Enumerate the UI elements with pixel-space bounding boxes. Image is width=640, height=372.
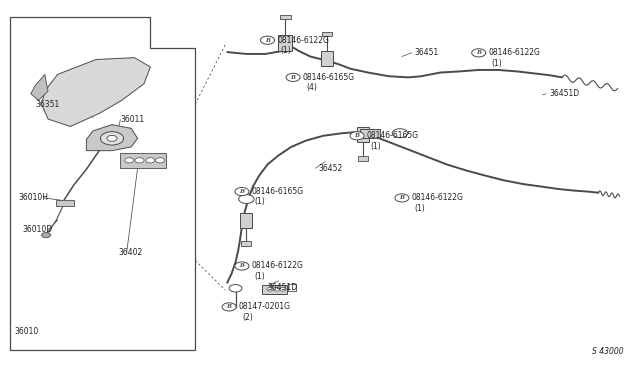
Text: 36010: 36010 — [14, 327, 38, 336]
Text: 08146-6165G: 08146-6165G — [367, 131, 419, 140]
Text: 08146-6122G: 08146-6122G — [252, 262, 303, 270]
Text: (4): (4) — [306, 83, 317, 92]
Circle shape — [273, 287, 280, 291]
Bar — [278, 35, 292, 51]
Text: 36010D: 36010D — [22, 225, 52, 234]
Circle shape — [229, 285, 242, 292]
Bar — [241, 241, 251, 246]
Text: (1): (1) — [492, 59, 502, 68]
Text: B: B — [239, 189, 244, 194]
Text: 08147-0201G: 08147-0201G — [239, 302, 291, 311]
Text: (1): (1) — [280, 46, 291, 55]
Text: B: B — [476, 50, 481, 55]
Circle shape — [107, 135, 117, 141]
Circle shape — [156, 158, 164, 163]
Text: (1): (1) — [255, 272, 266, 281]
Bar — [56, 200, 74, 206]
Circle shape — [100, 132, 124, 145]
Text: 36402: 36402 — [118, 248, 143, 257]
Text: 36011: 36011 — [120, 115, 145, 124]
Circle shape — [235, 262, 249, 270]
Bar — [358, 156, 368, 161]
Bar — [240, 213, 252, 228]
Text: 08146-6165G: 08146-6165G — [303, 73, 355, 82]
Circle shape — [350, 132, 364, 140]
Circle shape — [286, 73, 300, 81]
Text: 36351: 36351 — [35, 100, 60, 109]
Circle shape — [235, 187, 249, 196]
Text: (1): (1) — [415, 204, 426, 213]
Bar — [357, 127, 369, 142]
Circle shape — [260, 36, 275, 44]
Circle shape — [472, 49, 486, 57]
Circle shape — [42, 232, 51, 238]
Text: B: B — [399, 195, 404, 201]
Text: 36451D: 36451D — [549, 89, 579, 98]
Circle shape — [125, 158, 134, 163]
Text: B: B — [265, 38, 270, 43]
Bar — [120, 153, 166, 168]
Bar — [322, 32, 332, 36]
Bar — [321, 51, 333, 66]
Text: 08146-6122G: 08146-6122G — [277, 36, 329, 45]
Text: B: B — [291, 75, 296, 80]
Polygon shape — [86, 125, 138, 151]
Polygon shape — [31, 74, 48, 100]
Bar — [288, 284, 296, 291]
Bar — [280, 15, 291, 19]
Polygon shape — [42, 58, 150, 126]
Text: (1): (1) — [255, 198, 266, 206]
Text: 08146-6122G: 08146-6122G — [488, 48, 540, 57]
Circle shape — [280, 287, 286, 291]
Text: 36452: 36452 — [319, 164, 343, 173]
Text: 36010H: 36010H — [18, 193, 48, 202]
Bar — [262, 285, 287, 294]
Text: B: B — [355, 133, 360, 138]
Text: (2): (2) — [242, 313, 253, 322]
Circle shape — [239, 195, 254, 203]
Text: 08146-6165G: 08146-6165G — [252, 187, 303, 196]
Text: (1): (1) — [370, 142, 381, 151]
Text: B: B — [227, 304, 232, 310]
Circle shape — [392, 129, 408, 138]
Bar — [360, 129, 380, 138]
Circle shape — [222, 303, 236, 311]
Text: S 43000: S 43000 — [593, 347, 624, 356]
Text: 08146-6122G: 08146-6122G — [412, 193, 463, 202]
Text: B: B — [239, 263, 244, 269]
Circle shape — [135, 158, 144, 163]
Text: 36451D: 36451D — [268, 283, 298, 292]
Circle shape — [146, 158, 155, 163]
Text: 36451: 36451 — [415, 48, 439, 57]
Circle shape — [395, 194, 409, 202]
Circle shape — [267, 287, 273, 291]
